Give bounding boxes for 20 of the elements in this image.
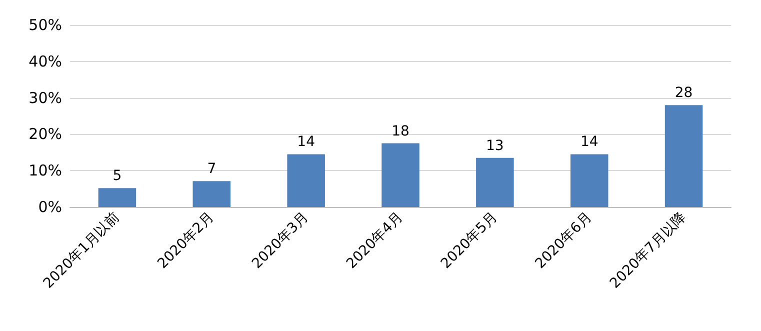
- bar: [664, 105, 703, 207]
- data-label: 14: [297, 134, 316, 150]
- bar: [476, 158, 514, 207]
- bar: [192, 181, 231, 207]
- bar: [287, 154, 325, 207]
- bar: [98, 188, 136, 207]
- y-tick-label: 40%: [28, 52, 62, 70]
- y-tick-label: 0%: [38, 198, 62, 216]
- data-label: 28: [674, 85, 693, 102]
- data-label: 5: [112, 168, 122, 184]
- bar: [382, 143, 420, 207]
- y-tick-label: 20%: [28, 125, 62, 144]
- data-label: 18: [392, 123, 410, 140]
- data-label: 13: [486, 138, 504, 154]
- bar: [570, 154, 608, 207]
- data-label: 14: [580, 134, 598, 150]
- y-tick-label: 30%: [28, 88, 62, 107]
- y-tick-label: 10%: [28, 162, 62, 180]
- y-tick-label: 50%: [28, 16, 62, 34]
- data-label: 7: [207, 161, 216, 178]
